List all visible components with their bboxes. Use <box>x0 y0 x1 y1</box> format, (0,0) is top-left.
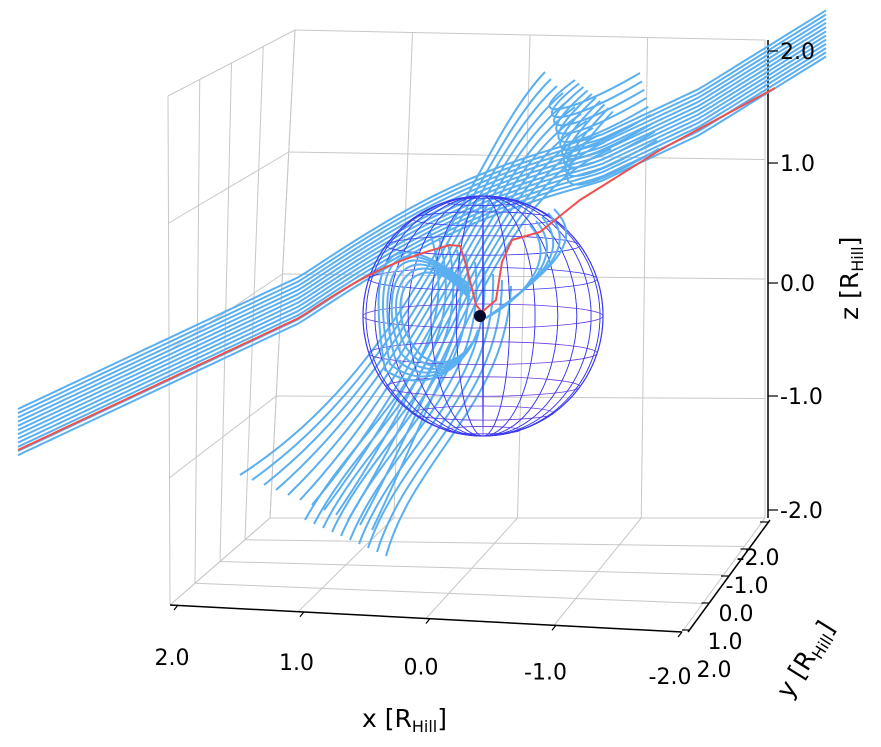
inner-streamlines <box>377 208 568 382</box>
x-tick-label: 0.0 <box>404 656 439 681</box>
x-tick-label: 2.0 <box>155 646 190 671</box>
streamline <box>313 237 447 525</box>
grid-line <box>276 395 766 399</box>
grid-line <box>553 517 642 626</box>
x-tick <box>677 631 683 638</box>
streamline <box>17 55 827 457</box>
streamline <box>385 285 512 557</box>
streamline <box>17 38 827 440</box>
streamline <box>17 22 827 423</box>
streamline <box>17 13 827 415</box>
streamline <box>376 279 503 553</box>
x-axis-line <box>169 604 683 633</box>
x-tick <box>299 611 305 618</box>
ticks: 2.0 1.0 0.0 -1.0 -2.0-2.0-1.00.01.02.02.01.0… <box>155 40 823 690</box>
streamline <box>550 80 643 119</box>
streamline <box>322 243 455 529</box>
grid-line <box>219 561 724 576</box>
x-axis-title: x [RHill] <box>362 704 447 736</box>
streamline <box>17 30 827 431</box>
streamline <box>557 93 649 143</box>
z-tick-label: 2.0 <box>780 40 815 65</box>
streamline <box>275 92 564 491</box>
planet-marker <box>474 310 486 322</box>
y-tick-label: 2.0 <box>697 658 732 683</box>
streamline <box>331 249 462 533</box>
y-tick-label: -2.0 <box>737 546 780 571</box>
z-tick-label: -1.0 <box>780 385 823 410</box>
highlight-series <box>17 87 776 451</box>
streamline <box>340 255 470 537</box>
streamlines <box>17 9 827 557</box>
sphere-outline <box>362 195 604 437</box>
y-axis-title: y [RHill] <box>770 616 842 705</box>
streamline <box>17 34 827 436</box>
streamline <box>17 47 827 448</box>
streamline <box>335 127 594 516</box>
streamline <box>555 89 647 135</box>
z-tick-label: 1.0 <box>780 152 815 177</box>
highlight-streamline <box>17 87 776 451</box>
streamline <box>17 9 827 410</box>
x-tick-label: -1.0 <box>524 660 567 685</box>
y-tick-label: -1.0 <box>726 574 769 599</box>
streamline <box>566 110 660 186</box>
x-tick <box>425 618 431 624</box>
x-tick <box>551 624 557 631</box>
y-tick-label: 0.0 <box>719 602 754 627</box>
streamline <box>304 231 440 521</box>
grid-line <box>269 29 296 519</box>
x-tick <box>173 604 179 611</box>
grid-line <box>244 539 745 547</box>
streamline <box>559 96 652 152</box>
z-tick-label: 0.0 <box>780 272 815 297</box>
streamline <box>17 51 827 452</box>
streamline <box>349 261 478 541</box>
streamline <box>377 251 479 382</box>
grid-line <box>681 517 766 633</box>
x-tick-label: 1.0 <box>279 651 314 676</box>
z-tick-label: -2.0 <box>780 499 823 524</box>
streamline <box>299 106 576 501</box>
grid-line <box>244 46 264 540</box>
streamline <box>548 72 641 111</box>
hill-sphere <box>362 195 604 437</box>
z-axis-title: z [RHill] <box>835 237 867 320</box>
streamline <box>553 86 645 127</box>
grid-line <box>282 273 766 280</box>
streamline <box>17 26 827 427</box>
streamline <box>485 208 568 319</box>
x-tick-label: -2.0 <box>649 665 692 690</box>
grid-line <box>169 395 277 479</box>
streamline <box>17 43 827 444</box>
streamline <box>17 17 827 419</box>
y-tick-label: 1.0 <box>708 630 743 655</box>
